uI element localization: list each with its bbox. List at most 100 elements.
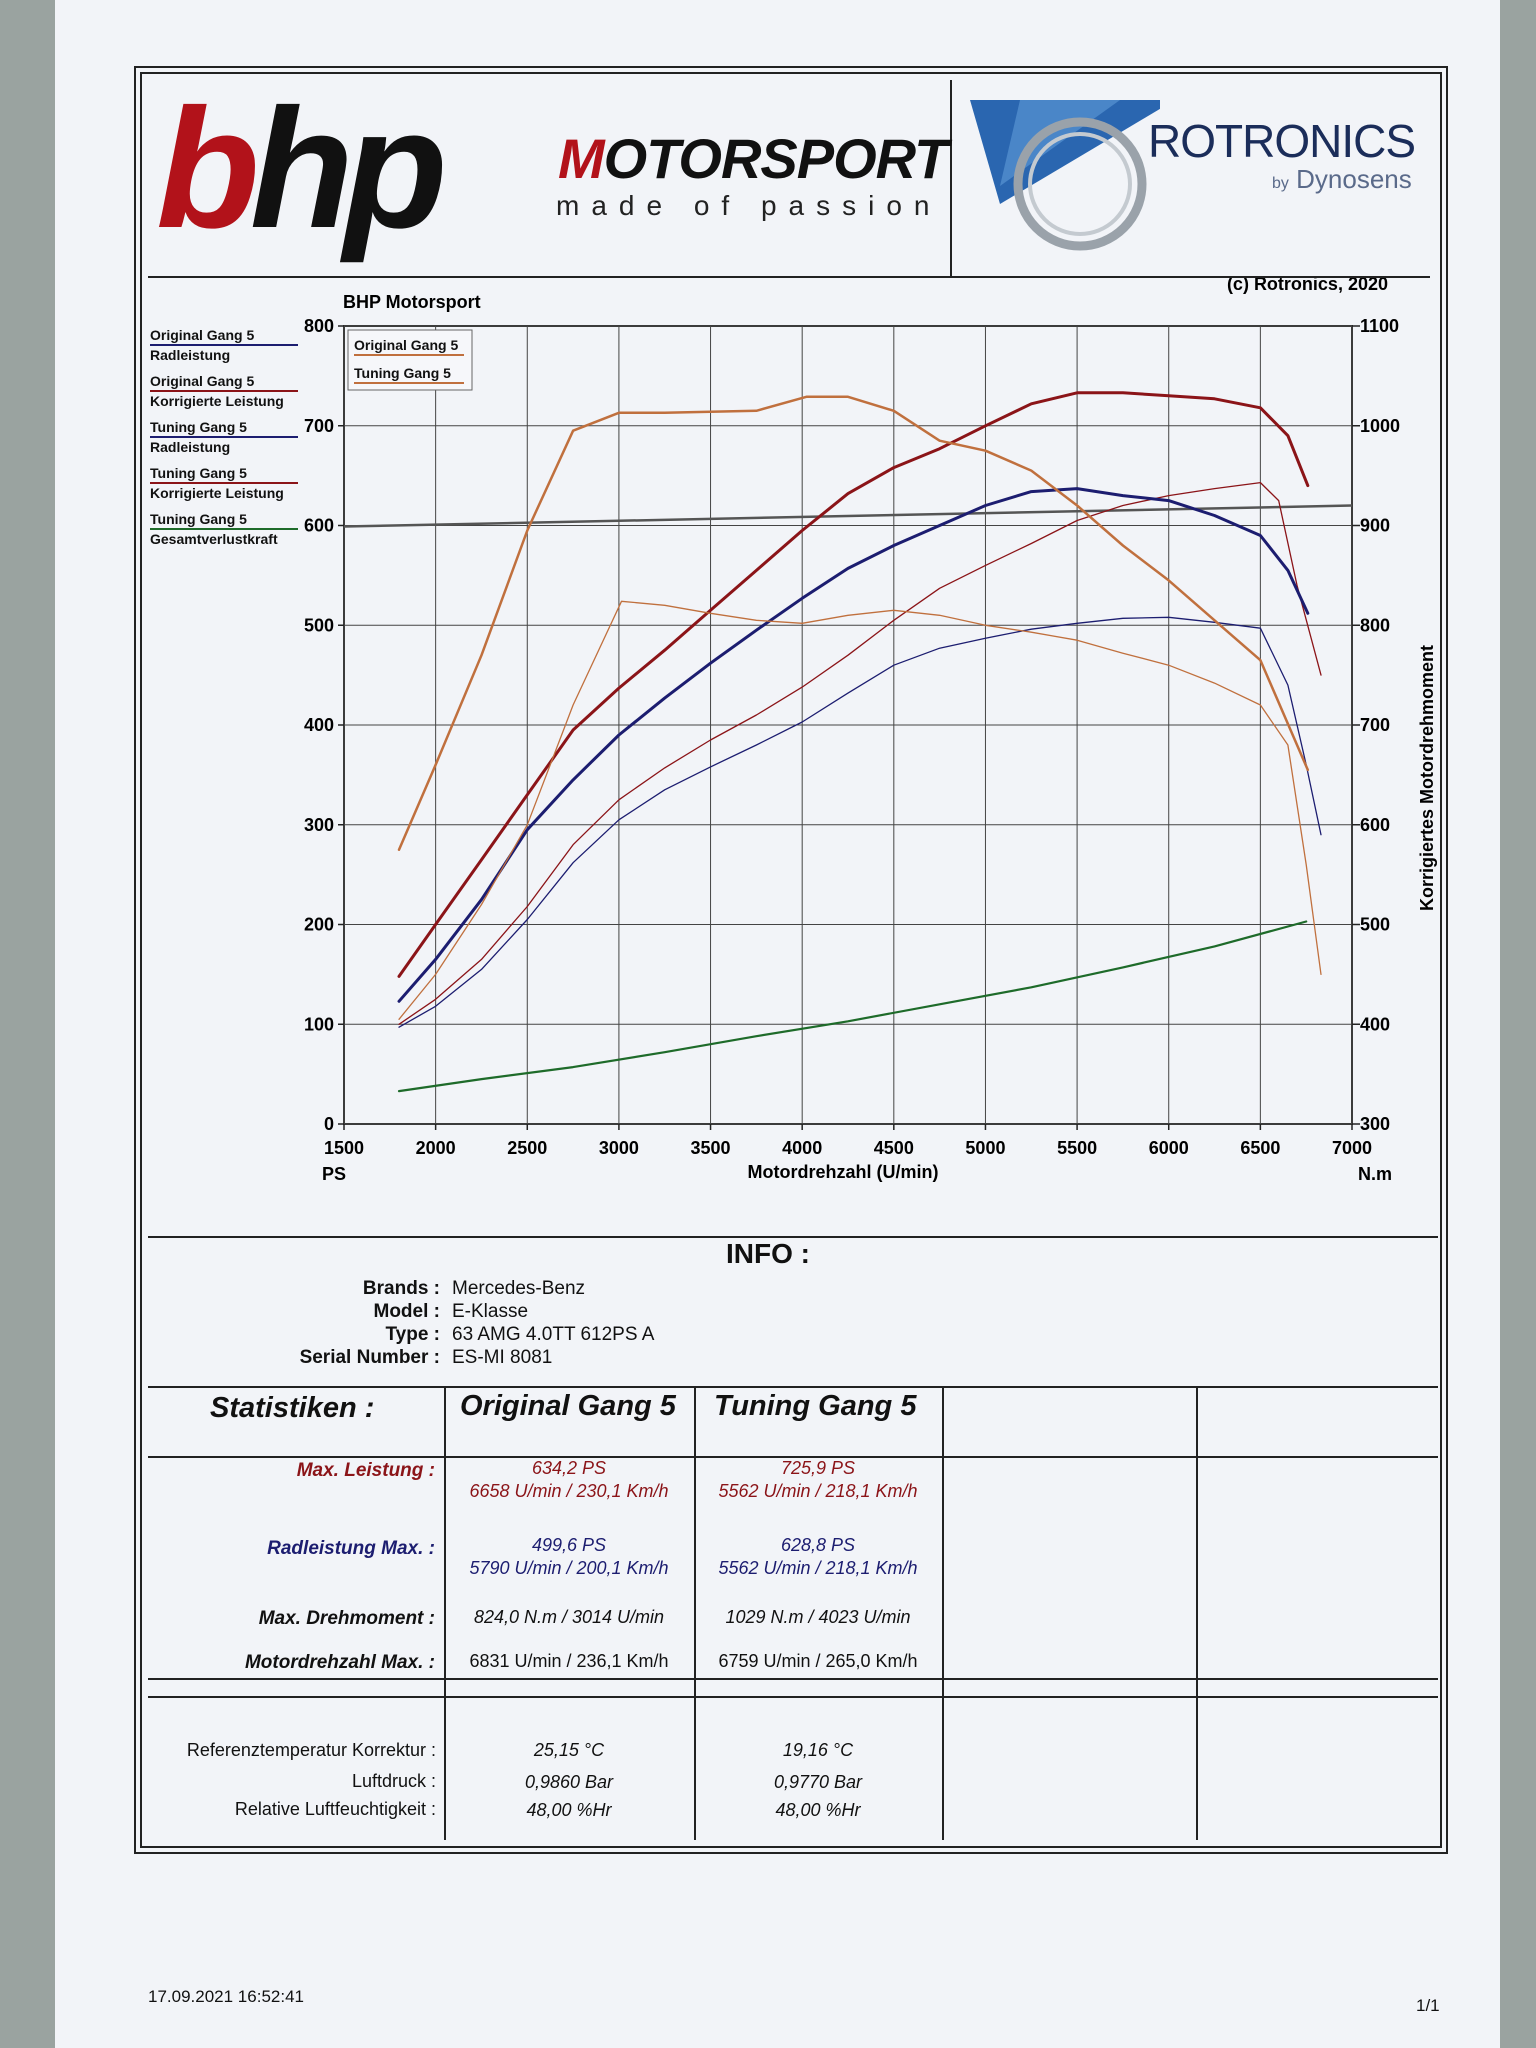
ref-value: 0,9860 Bar	[524, 1772, 614, 1792]
x-tick-label: 2500	[507, 1138, 547, 1158]
stats-label-radleistung: Radleistung Max. :	[267, 1538, 435, 1559]
stats-value: 6831 U/min / 236,1 Km/h	[469, 1651, 669, 1671]
stats-value: 5562 U/min / 218,1 Km/h	[718, 1558, 918, 1578]
stats-value: 725,9 PS	[780, 1458, 856, 1478]
series-line	[397, 391, 1310, 978]
stats-value: 5562 U/min / 218,1 Km/h	[718, 1481, 918, 1501]
y-right-tick-label: 700	[1360, 715, 1390, 735]
stats-col-original: Original Gang 5	[460, 1390, 676, 1422]
info-key: Type :	[385, 1324, 440, 1345]
stats-col-tuning: Tuning Gang 5	[714, 1390, 917, 1422]
y-left-tick-label: 400	[304, 715, 334, 735]
right-axis-label: Korrigiertes Motordrehmoment	[1417, 645, 1437, 911]
y-left-tick-label: 100	[304, 1014, 334, 1034]
ref-label-feuchtigkeit: Relative Luftfeuchtigkeit :	[234, 1799, 436, 1819]
stats-cell: 499,6 PS 5790 U/min / 200,1 Km/h	[444, 1534, 694, 1580]
bhp-logo: bhp	[156, 84, 448, 254]
info-value: E-Klasse	[452, 1301, 529, 1322]
info-key: Brands :	[362, 1278, 440, 1299]
y-right-tick-label: 400	[1360, 1014, 1390, 1034]
x-tick-label: 7000	[1332, 1138, 1372, 1158]
footer-timestamp: 17.09.2021 16:52:41	[148, 1987, 304, 2006]
stats-label-motordrehzahl: Motordrehzahl Max. :	[244, 1652, 435, 1673]
y-left-tick-label: 300	[304, 815, 334, 835]
legend-entry-name: Tuning Gang 5	[150, 465, 247, 481]
y-left-tick-label: 800	[304, 316, 334, 336]
y-left-tick-label: 200	[304, 915, 334, 935]
y-right-tick-label: 1100	[1360, 316, 1399, 336]
info-title: INFO :	[726, 1238, 810, 1269]
ref-value: 19,16 °C	[782, 1740, 854, 1760]
rotronics-dynosens: Dynosens	[1296, 164, 1412, 194]
x-tick-label: 4500	[874, 1138, 914, 1158]
x-tick-label: 3500	[691, 1138, 731, 1158]
rotronics-sub: by Dynosens	[1272, 164, 1412, 195]
series-line	[398, 616, 1322, 1028]
rotronics-name: ROTRONICS	[1148, 115, 1416, 167]
info-row-model: Model : E-Klasse	[250, 1301, 670, 1325]
stats-cell: 6831 U/min / 236,1 Km/h	[444, 1650, 694, 1673]
legend-entry-type: Gesamtverlustkraft	[150, 531, 278, 547]
info-key: Model :	[373, 1301, 441, 1322]
ref-label-temp: Referenztemperatur Korrektur :	[186, 1740, 436, 1760]
reference-line	[343, 504, 1353, 528]
series-line	[397, 395, 1310, 851]
stats-col-divider-3	[942, 1386, 944, 1840]
legend-entry-name: Tuning Gang 5	[150, 511, 247, 527]
info-row-type: Type : 63 AMG 4.0TT 612PS A	[250, 1324, 670, 1348]
motorsport-m: M	[558, 127, 605, 190]
stats-cell: 824,0 N.m / 3014 U/min	[444, 1606, 694, 1629]
motorsport-wordmark: MOTORSPORT	[558, 126, 949, 191]
stats-bottom-border	[148, 1678, 1438, 1680]
rotronics-emblem-icon	[970, 100, 1160, 251]
info-value: 63 AMG 4.0TT 612PS A	[452, 1324, 655, 1345]
chart-legend-torque: Original Gang 5 Tuning Gang 5	[347, 329, 473, 391]
torque-legend-box	[347, 329, 473, 391]
x-tick-label: 4000	[782, 1138, 822, 1158]
info-row-serial: Serial Number : ES-MI 8081	[250, 1347, 670, 1371]
stats-col-divider-4	[1196, 1386, 1198, 1840]
y-right-tick-label: 1000	[1360, 416, 1400, 436]
info-key: Serial Number :	[299, 1347, 440, 1368]
info-value: Mercedes-Benz	[452, 1278, 586, 1299]
bhp-logo-panel: bhp MOTORSPORT made of passion	[148, 80, 952, 278]
y-left-tick-label: 600	[304, 516, 334, 536]
right-axis-unit: N.m	[1358, 1164, 1392, 1184]
stats-label-max-leistung: Max. Leistung :	[296, 1460, 435, 1481]
stats-header-border	[148, 1456, 1438, 1458]
dyno-chart: BHP Motorsport (c) Rotronics, 2020 1500 2…	[150, 278, 1437, 1184]
motorsport-rest: OTORSPORT	[603, 127, 949, 190]
x-tick-label: 6500	[1240, 1138, 1280, 1158]
ref-label-luftdruck: Luftdruck :	[351, 1771, 436, 1791]
torque-legend-label: Tuning Gang 5	[354, 365, 451, 381]
ref-value: 48,00 %Hr	[775, 1800, 861, 1820]
bhp-logo-b: b	[156, 74, 260, 264]
y-right-tick-label: 500	[1360, 915, 1390, 935]
tagline: made of passion	[556, 190, 942, 221]
stats-value: 6658 U/min / 230,1 Km/h	[469, 1481, 669, 1501]
ref-value: 0,9770 Bar	[773, 1772, 863, 1792]
stats-cell: 634,2 PS 6658 U/min / 230,1 Km/h	[444, 1457, 694, 1503]
legend-entry-type: Korrigierte Leistung	[150, 485, 284, 501]
y-right-tick-label: 800	[1360, 615, 1390, 635]
stats-value: 634,2 PS	[531, 1458, 607, 1478]
stats-title: Statistiken :	[210, 1392, 375, 1424]
legend-entry-name: Tuning Gang 5	[150, 419, 247, 435]
chart-legend-left: Original Gang 5 Radleistung Original Gang …	[150, 327, 298, 547]
y-left-tick-label: 500	[304, 615, 334, 635]
stats-value: 499,6 PS	[531, 1535, 607, 1555]
series-line	[398, 481, 1322, 1025]
ref-value: 48,00 %Hr	[526, 1800, 612, 1820]
stats-top-border	[148, 1386, 1438, 1388]
y-right-tick-label: 600	[1360, 815, 1390, 835]
y-left-tick-label: 0	[324, 1114, 334, 1134]
legend-entry-name: Original Gang 5	[150, 327, 254, 343]
stats-value: 5790 U/min / 200,1 Km/h	[469, 1558, 669, 1578]
stats-cell: 725,9 PS 5562 U/min / 218,1 Km/h	[694, 1457, 942, 1503]
y-right-tick-label: 300	[1360, 1114, 1390, 1134]
report-frame	[140, 72, 1442, 1848]
x-axis-label: Motordrehzahl (U/min)	[748, 1162, 939, 1182]
legend-entry-type: Radleistung	[150, 439, 230, 455]
y-left-tick-label: 700	[304, 416, 334, 436]
series-line	[397, 487, 1310, 1003]
